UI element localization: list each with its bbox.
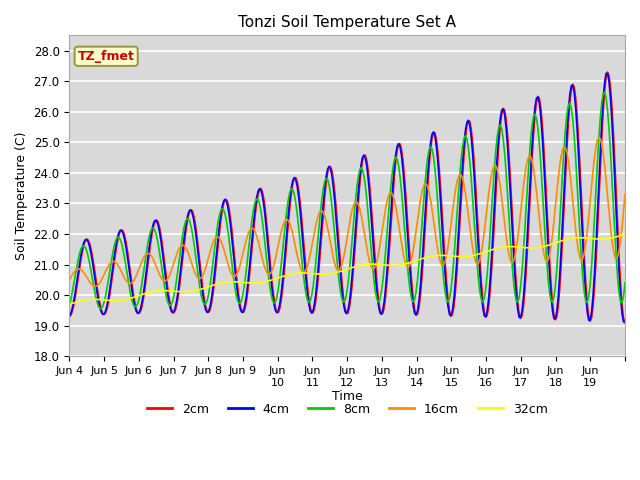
2cm xyxy=(604,69,611,75)
Title: Tonzi Soil Temperature Set A: Tonzi Soil Temperature Set A xyxy=(238,15,456,30)
32cm xyxy=(65,301,73,307)
2cm xyxy=(618,302,626,308)
32cm xyxy=(84,297,92,302)
16cm xyxy=(92,284,99,289)
8cm xyxy=(103,285,111,290)
16cm xyxy=(546,252,554,258)
2cm xyxy=(84,237,92,243)
2cm xyxy=(65,314,73,320)
X-axis label: Time: Time xyxy=(332,390,363,403)
16cm xyxy=(84,277,92,283)
8cm xyxy=(620,293,627,299)
Line: 16cm: 16cm xyxy=(69,137,625,287)
2cm xyxy=(621,320,629,325)
16cm xyxy=(353,199,360,205)
16cm xyxy=(103,265,111,271)
2cm xyxy=(461,135,469,141)
16cm xyxy=(595,134,603,140)
8cm xyxy=(84,254,92,260)
16cm xyxy=(620,208,627,214)
Line: 4cm: 4cm xyxy=(69,73,625,322)
Line: 32cm: 32cm xyxy=(69,234,625,304)
2cm xyxy=(544,228,552,234)
16cm xyxy=(463,201,470,206)
8cm xyxy=(621,280,629,286)
Line: 2cm: 2cm xyxy=(69,72,625,323)
32cm xyxy=(621,231,629,237)
8cm xyxy=(601,89,609,95)
4cm xyxy=(461,128,469,133)
16cm xyxy=(621,192,629,197)
32cm xyxy=(461,254,469,260)
4cm xyxy=(618,311,626,317)
8cm xyxy=(546,290,554,296)
16cm xyxy=(65,277,73,283)
4cm xyxy=(84,240,92,245)
4cm xyxy=(620,319,627,325)
8cm xyxy=(97,306,105,312)
4cm xyxy=(65,313,73,319)
4cm xyxy=(544,246,552,252)
8cm xyxy=(463,136,470,142)
2cm xyxy=(351,243,359,249)
8cm xyxy=(65,302,73,308)
Line: 8cm: 8cm xyxy=(69,92,625,309)
Legend: 2cm, 4cm, 8cm, 16cm, 32cm: 2cm, 4cm, 8cm, 16cm, 32cm xyxy=(142,398,552,420)
Text: TZ_fmet: TZ_fmet xyxy=(77,50,134,63)
4cm xyxy=(602,71,610,76)
4cm xyxy=(102,308,109,313)
32cm xyxy=(102,297,109,303)
4cm xyxy=(351,231,359,237)
8cm xyxy=(353,187,360,192)
32cm xyxy=(544,242,552,248)
2cm xyxy=(102,310,109,316)
32cm xyxy=(351,264,359,269)
32cm xyxy=(617,233,625,239)
Y-axis label: Soil Temperature (C): Soil Temperature (C) xyxy=(15,132,28,260)
4cm xyxy=(621,318,629,324)
